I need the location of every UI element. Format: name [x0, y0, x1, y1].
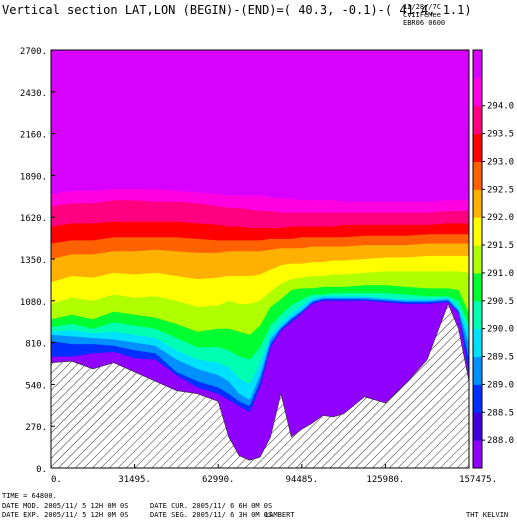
y-tick-label: 2160. — [20, 131, 47, 141]
colorbar-tick-label: 291.5 — [487, 241, 514, 251]
colorbar-swatch-293.5 — [473, 105, 482, 135]
footer-time: TIME = 64800. — [2, 492, 57, 500]
footer-field: THT KELVIN — [466, 511, 509, 519]
colorbar-frame — [472, 49, 483, 469]
colorbar-tick-label: 294.0 — [487, 102, 514, 112]
footer-date-cur: DATE CUR. 2005/11/ 6 6H 0M 0S — [150, 502, 273, 510]
x-tick-label: 62990. — [202, 475, 235, 485]
y-tick-label: 810. — [25, 340, 47, 350]
theta-band-294.5 — [51, 50, 469, 202]
colorbar-tick-label: 290.5 — [487, 297, 514, 307]
colorbar-swatch-292.5 — [473, 161, 482, 190]
run-code-line-2: CvIIFeMee — [403, 11, 441, 19]
x-tick-label: 94485. — [286, 475, 319, 485]
y-tick-label: 1350. — [20, 256, 47, 266]
colorbar: 288.0 288.5 289.0 289.5 290.0 290.5 291.0 291.5… — [472, 49, 514, 469]
colorbar-tick-label: 289.0 — [487, 380, 514, 390]
terrain-area — [51, 303, 469, 468]
colorbar-swatch-290.5 — [473, 272, 482, 302]
y-tick-label: 0. — [36, 465, 47, 475]
colorbar-tick-label: 293.5 — [487, 130, 514, 140]
run-code-line-3: EBR06 0600 — [403, 19, 446, 27]
colorbar-tick-label: 288.0 — [487, 436, 514, 446]
colorbar-swatch-294.0 — [473, 77, 482, 107]
y-tick-label: 540. — [25, 381, 47, 391]
colorbar-tick-label: 289.5 — [487, 353, 514, 363]
colorbar-tick-label: 292.5 — [487, 185, 514, 195]
colorbar-tick-label: 291.0 — [487, 269, 514, 279]
colorbar-swatch-287.5 — [473, 440, 482, 469]
x-tick-label: 125980. — [366, 475, 404, 485]
x-tick-label: 157475. — [459, 475, 497, 485]
colorbar-swatch-292.0 — [473, 189, 482, 218]
colorbar-tick-label: 290.0 — [487, 325, 514, 335]
footer-date-seg: DATE SEG. 2005/11/ 6 3H 0M 0S — [150, 511, 273, 519]
y-tick-label: 270. — [25, 423, 47, 433]
footer-projection: LAMBERT — [265, 511, 295, 519]
y-tick-label: 1080. — [20, 298, 47, 308]
x-axis: 0. 31495. 62990. 94485. 125980. 157475. — [50, 464, 497, 485]
colorbar-tick-label: 292.0 — [487, 213, 514, 223]
run-code-line-1: 12/28//7C — [403, 3, 441, 11]
y-axis: 0. 270. 540. 810. 1080. 1350. 1620. 1890. 2160. 2… — [20, 47, 55, 475]
footer-date-mod: DATE MOD. 2005/11/ 5 12H 0M 0S — [2, 502, 129, 510]
colorbar-swatch-289.0 — [473, 356, 482, 385]
theta-bands — [51, 50, 469, 468]
colorbar-swatch-291.5 — [473, 217, 482, 246]
y-tick-label: 1620. — [20, 214, 47, 224]
y-tick-label: 2700. — [20, 47, 47, 57]
y-tick-label: 2430. — [20, 89, 47, 99]
colorbar-swatch-291.0 — [473, 245, 482, 274]
x-tick-label: 0. — [51, 475, 62, 485]
colorbar-swatch-290.0 — [473, 300, 482, 330]
x-tick-label: 31495. — [118, 475, 151, 485]
colorbar-swatch-289.5 — [473, 328, 482, 358]
colorbar-swatch-288.5 — [473, 384, 482, 413]
colorbar-swatch-294.5 — [473, 50, 482, 79]
colorbar-swatch-288.0 — [473, 412, 482, 441]
colorbar-swatch-293.0 — [473, 133, 482, 162]
terrain-profile — [51, 303, 469, 468]
colorbar-tick-label: 288.5 — [487, 408, 514, 418]
footer-date-exp: DATE EXP. 2005/11/ 5 12H 0M 0S — [2, 511, 129, 519]
plot-title: Vertical section LAT,LON (BEGIN)-(END)=(… — [2, 3, 472, 17]
colorbar-tick-label: 293.0 — [487, 157, 514, 167]
y-tick-label: 1890. — [20, 172, 47, 182]
